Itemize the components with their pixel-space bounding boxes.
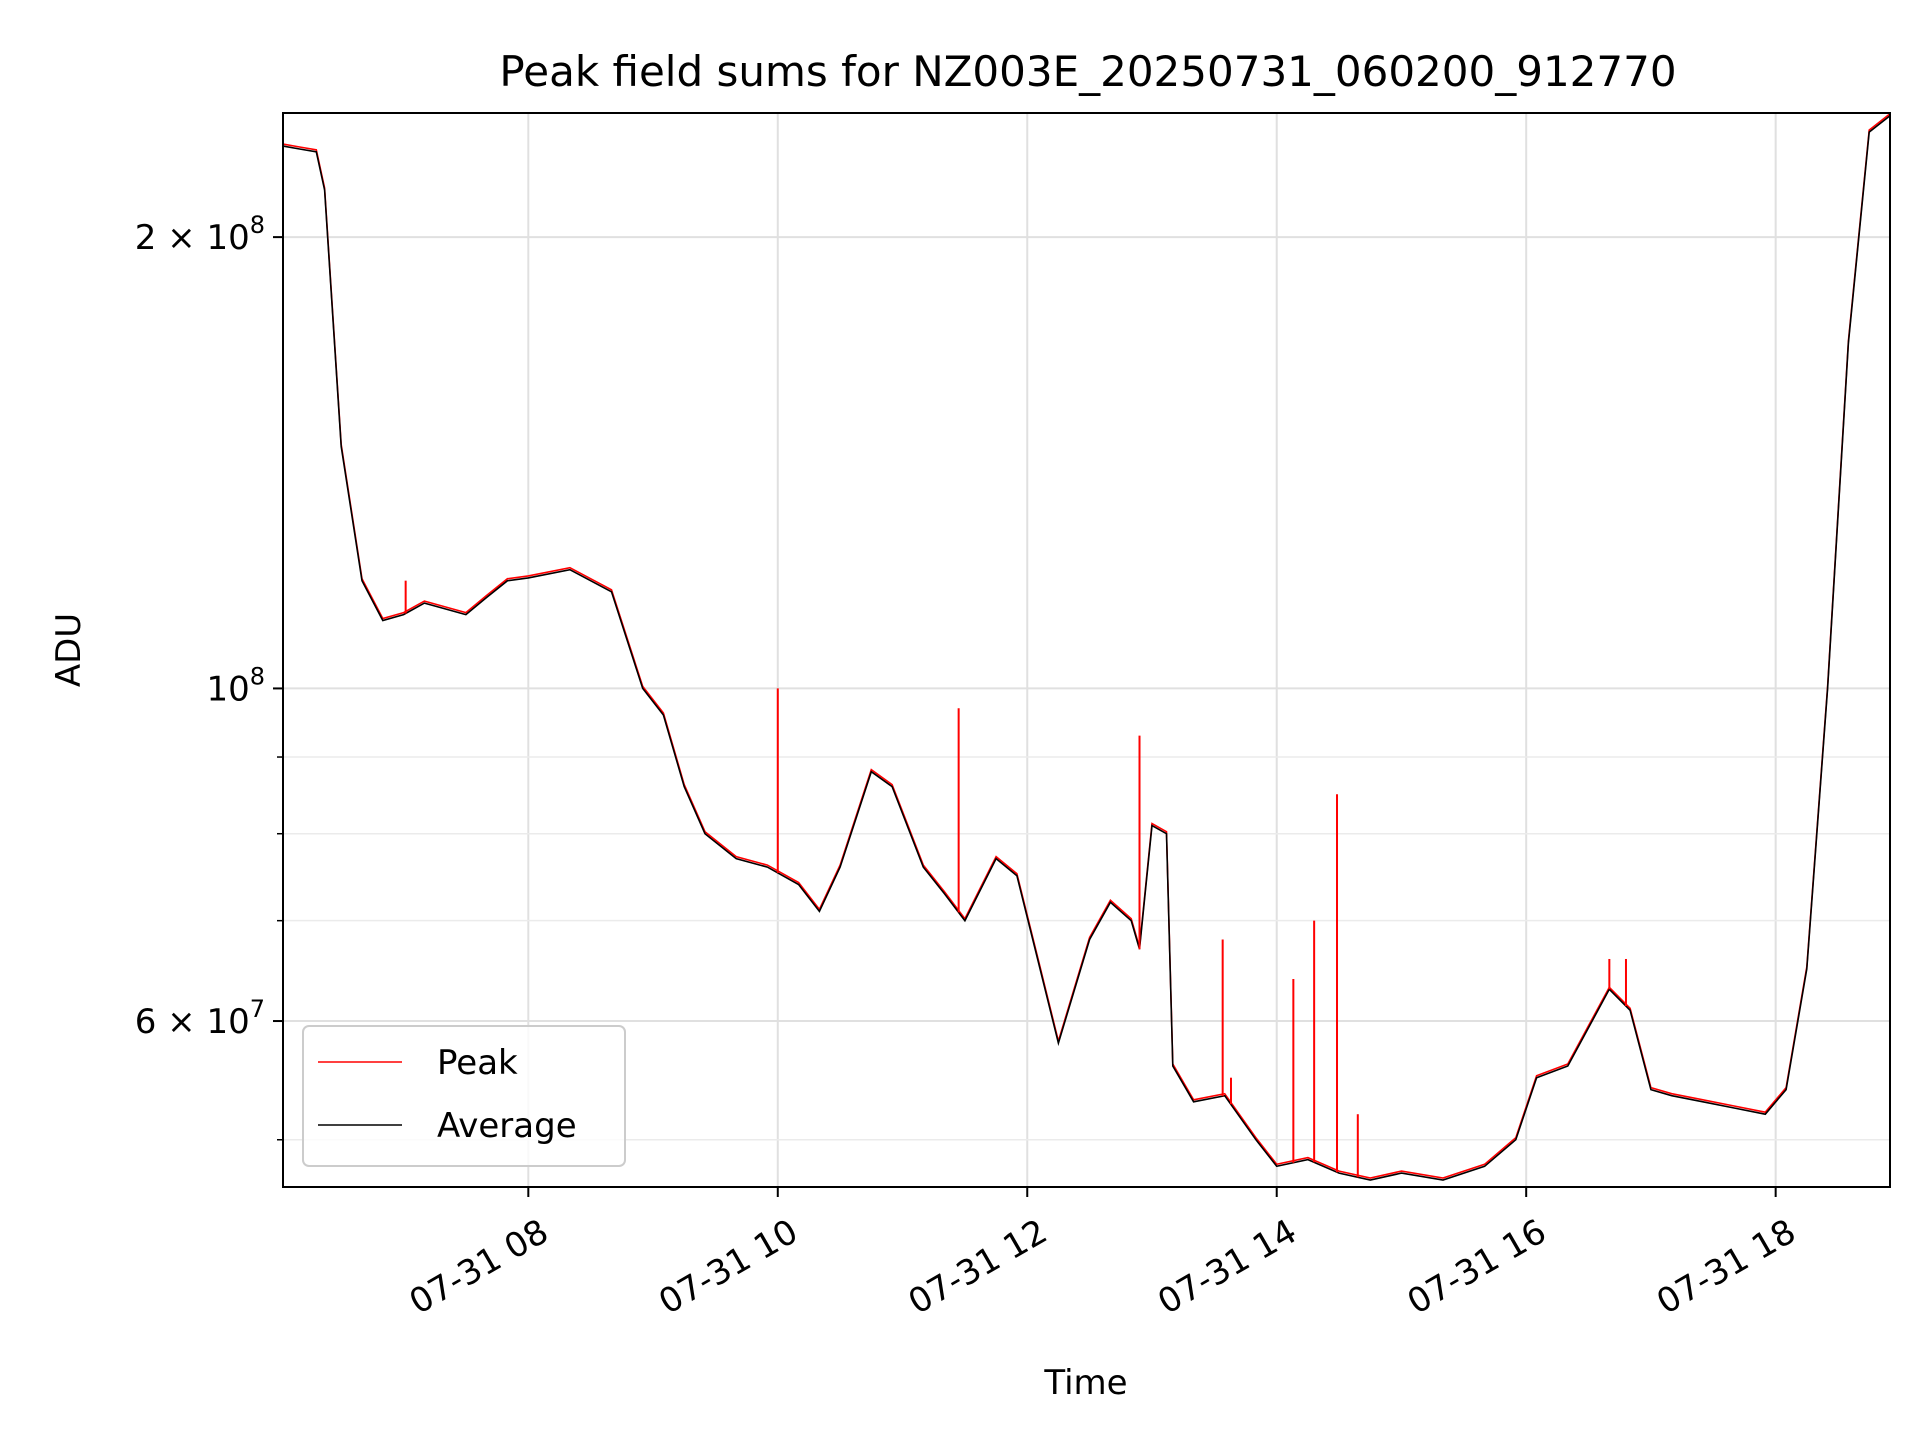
- y-tick-label: 108: [206, 662, 265, 709]
- legend-average-label: Average: [437, 1106, 577, 1146]
- y-tick-label: 6 × 107: [135, 995, 265, 1042]
- series-layer: [282, 113, 1891, 1181]
- legend-box: [302, 1025, 626, 1167]
- y-axis: 108 2 × 108 6 × 107: [135, 211, 283, 1141]
- y-axis-label: ADU: [49, 613, 89, 687]
- x-axis-label: Time: [1043, 1363, 1127, 1403]
- legend-peak-label: Peak: [437, 1043, 518, 1083]
- plot-frame: [282, 112, 1891, 1188]
- chart-title: Peak field sums for NZ003E_20250731_0602…: [499, 47, 1676, 96]
- y-tick-label: 2 × 108: [135, 211, 265, 258]
- grid-layer: [283, 113, 1890, 1187]
- legend: Peak Average: [302, 1025, 626, 1167]
- series-average-line: [282, 115, 1891, 1181]
